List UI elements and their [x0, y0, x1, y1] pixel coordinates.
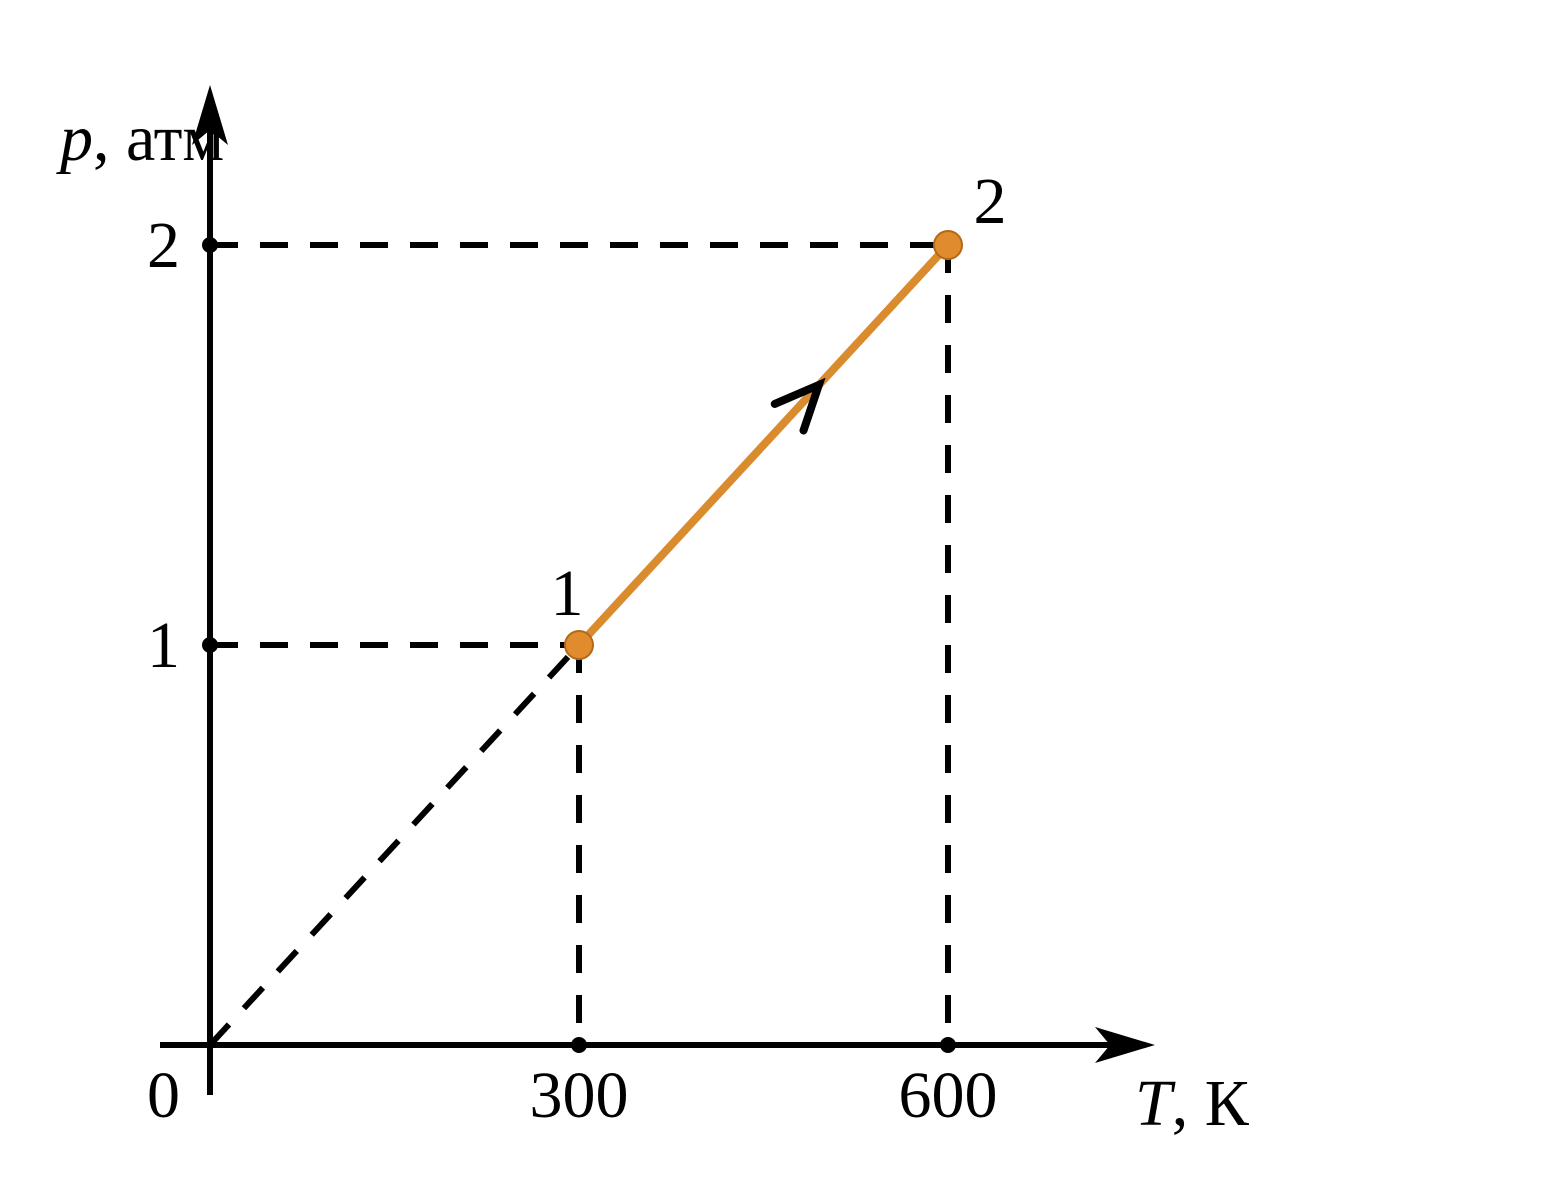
- y-tick-2: [202, 237, 218, 253]
- origin-label: 0: [147, 1059, 180, 1132]
- point-1: [565, 631, 593, 659]
- y-tick-1: [202, 637, 218, 653]
- x-tick-label-600: 600: [899, 1059, 998, 1132]
- point-label-1: 1: [551, 557, 584, 630]
- x-axis-label: T, К: [1135, 1067, 1250, 1140]
- pt-diagram: 1 2 300 600 0 p, атм T, К 1 2: [0, 0, 1555, 1200]
- x-tick-300: [571, 1037, 587, 1053]
- chart-svg: 1 2 300 600 0 p, атм T, К 1 2: [0, 0, 1555, 1200]
- process-line: [579, 245, 948, 645]
- point-2: [934, 231, 962, 259]
- guide-origin-extension: [210, 645, 579, 1045]
- x-tick-600: [940, 1037, 956, 1053]
- x-tick-label-300: 300: [530, 1059, 629, 1132]
- point-label-2: 2: [974, 165, 1007, 238]
- y-axis-label: p, атм: [56, 102, 224, 175]
- y-tick-label-2: 2: [147, 209, 180, 282]
- y-tick-label-1: 1: [147, 609, 180, 682]
